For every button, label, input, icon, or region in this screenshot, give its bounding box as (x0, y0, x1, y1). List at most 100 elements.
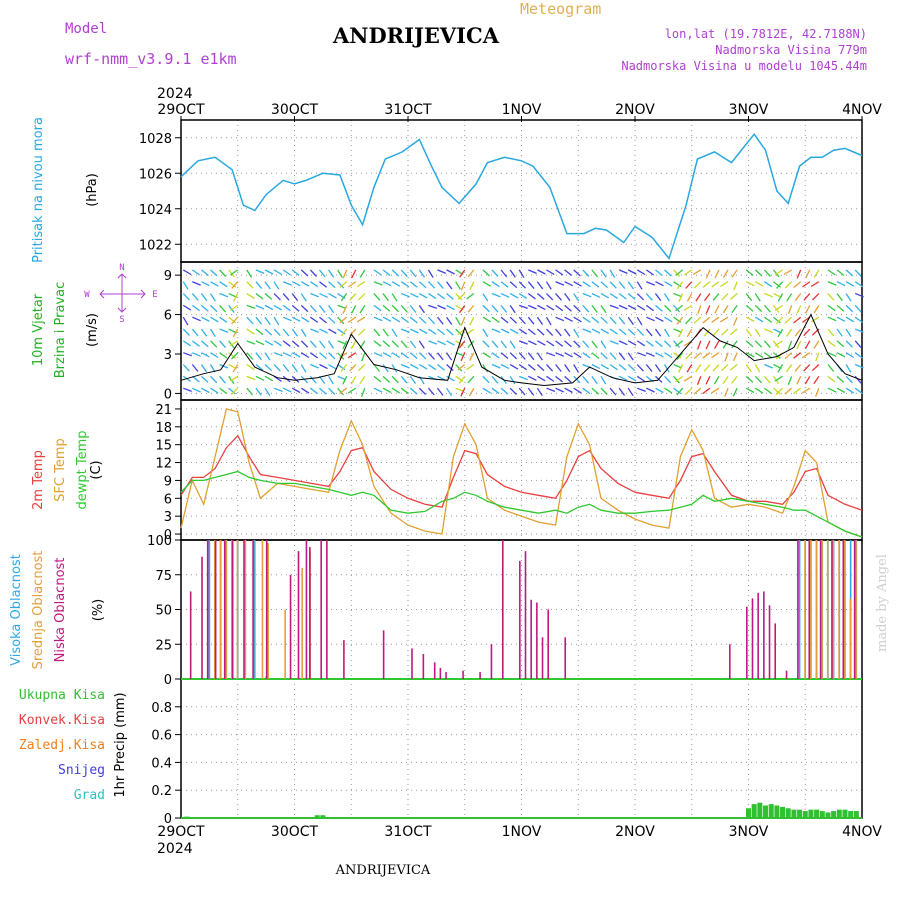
wind-speed-line (180, 313, 863, 387)
wind-barb (731, 340, 738, 349)
wind-barb (255, 375, 265, 381)
wind-barb (582, 328, 592, 334)
wind-barb (655, 269, 663, 277)
wind-barb (721, 328, 729, 336)
wind-barb (537, 304, 546, 311)
y-tick-label: 1026 (139, 167, 172, 182)
wind-barb (555, 352, 565, 357)
wind-barb (627, 281, 635, 290)
wind-barb (339, 316, 348, 324)
wind-barb (545, 364, 554, 372)
wind-barb (467, 375, 475, 384)
x-tick-label-top: 31OCT (384, 102, 432, 118)
wind-barb (564, 387, 573, 394)
wind-barb (702, 316, 711, 324)
wind-barb (773, 352, 781, 359)
wind-barb (309, 387, 318, 395)
wind-barb (684, 269, 693, 276)
wind-barb (264, 387, 271, 397)
wind-barb (654, 293, 662, 302)
wind-barb (536, 316, 544, 325)
wind-barb (555, 364, 562, 372)
wind-barb (845, 328, 852, 338)
wind-barb (705, 376, 711, 385)
wind-barb (555, 269, 564, 276)
wind-barb (409, 387, 418, 395)
wind-barb (219, 340, 226, 349)
wind-barb (745, 269, 754, 277)
wind-barb (811, 364, 820, 372)
wind-barb (803, 293, 811, 301)
wind-barb (219, 304, 227, 313)
y-tick-label: 75 (155, 569, 172, 584)
wind-barb (793, 352, 802, 359)
wind-barb (655, 281, 664, 287)
y-tick-label: 0 (164, 528, 172, 543)
wind-barb (491, 375, 499, 384)
wind-barb (555, 328, 562, 337)
wind-barb (219, 352, 228, 359)
wind-barb (673, 375, 680, 384)
wind-barb (655, 387, 664, 394)
wind-barb (455, 293, 463, 301)
wind-barb (255, 293, 264, 300)
y-tick-label: 1024 (139, 203, 172, 218)
wind-barb (527, 364, 536, 371)
wind-barb (373, 387, 383, 393)
wind-barb (264, 340, 274, 346)
wind-barb (337, 316, 345, 325)
wind-barb (582, 387, 591, 395)
wind-barb (327, 376, 334, 385)
wind-barb (646, 281, 655, 286)
wind-barb (309, 269, 317, 277)
wind-barb (437, 364, 445, 371)
wind-barb (609, 316, 617, 325)
wind-barb (711, 316, 720, 323)
x-tick-label-top: 4NOV (842, 102, 882, 118)
wind-barb (391, 352, 401, 359)
wind-barb (731, 269, 738, 278)
precip-ylabel: 1hr Precip (mm) (113, 692, 128, 797)
wind-barb (446, 281, 453, 290)
compass-n: N (119, 263, 124, 273)
wind-barb (210, 304, 218, 313)
wind-barb (457, 293, 466, 300)
wind-barb (340, 364, 348, 372)
wind-barb (300, 387, 310, 394)
wind-barb (273, 328, 281, 336)
wind-barb (418, 316, 427, 324)
wind-barb (527, 387, 535, 396)
wind-barb (491, 316, 500, 323)
wind-barb (845, 281, 855, 287)
wind-barb (500, 316, 509, 324)
wind-barb (673, 292, 683, 298)
precip-bar (842, 809, 848, 818)
precip-bar (751, 804, 757, 818)
wind-barb (827, 340, 836, 347)
wind-barb (745, 375, 754, 383)
y-tick-label: 9 (164, 474, 172, 489)
wind-barb (509, 340, 516, 349)
wind-barb (754, 316, 764, 323)
wind-barb (555, 316, 565, 322)
wind-barb (428, 363, 437, 371)
wind-barb (627, 387, 634, 397)
legend-convective: Konvek.Kisa (19, 713, 105, 728)
cloud-label-mid: Srednja Oblacnost (31, 551, 46, 670)
wind-barb (845, 375, 853, 384)
wind-barb (794, 328, 802, 337)
wind-barb (573, 269, 581, 277)
wind-barb (676, 387, 684, 396)
wind-barb (775, 316, 784, 325)
wind-barb (627, 328, 636, 336)
wind-barb (627, 316, 634, 325)
wind-barb (467, 304, 475, 313)
wind-barb (722, 269, 729, 278)
wind-barb (357, 364, 366, 372)
wind-barb (409, 352, 418, 359)
wind-barb (340, 328, 348, 337)
wind-barb (721, 364, 729, 372)
wind-barb (731, 375, 738, 384)
wind-barb (361, 352, 366, 362)
wind-barb (546, 269, 555, 276)
